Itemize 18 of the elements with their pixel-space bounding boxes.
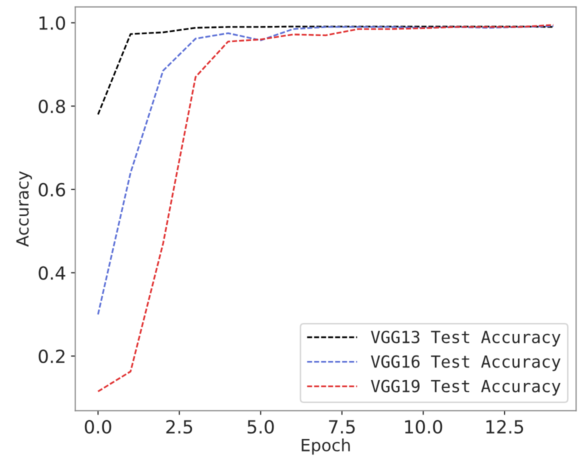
x-tick-label: 0.0	[84, 420, 112, 434]
y-tick-label: 0.2	[38, 350, 64, 364]
y-tick-label: 0.8	[38, 100, 66, 114]
legend-label: VGG13 Test Accuracy	[370, 330, 560, 347]
line-series	[97, 26, 554, 116]
legend-label: VGG16 Test Accuracy	[370, 355, 560, 372]
x-tick-label: 5.0	[248, 420, 274, 434]
line-series	[97, 25, 554, 316]
y-tick-label: 0.6	[38, 182, 66, 197]
y-tick-label: 1.0	[40, 16, 66, 30]
x-tick-label: 10.0	[405, 420, 442, 434]
y-axis-title: Accuracy	[16, 171, 32, 247]
y-tick-label: 0.4	[38, 266, 66, 280]
legend-label: VGG19 Test Accuracy	[370, 380, 560, 396]
x-axis-title: Epoch	[302, 438, 350, 455]
x-tick-label: 7.5	[329, 420, 355, 434]
x-tick-label: 12.5	[486, 420, 524, 434]
x-tick-label: 2.5	[166, 420, 192, 434]
